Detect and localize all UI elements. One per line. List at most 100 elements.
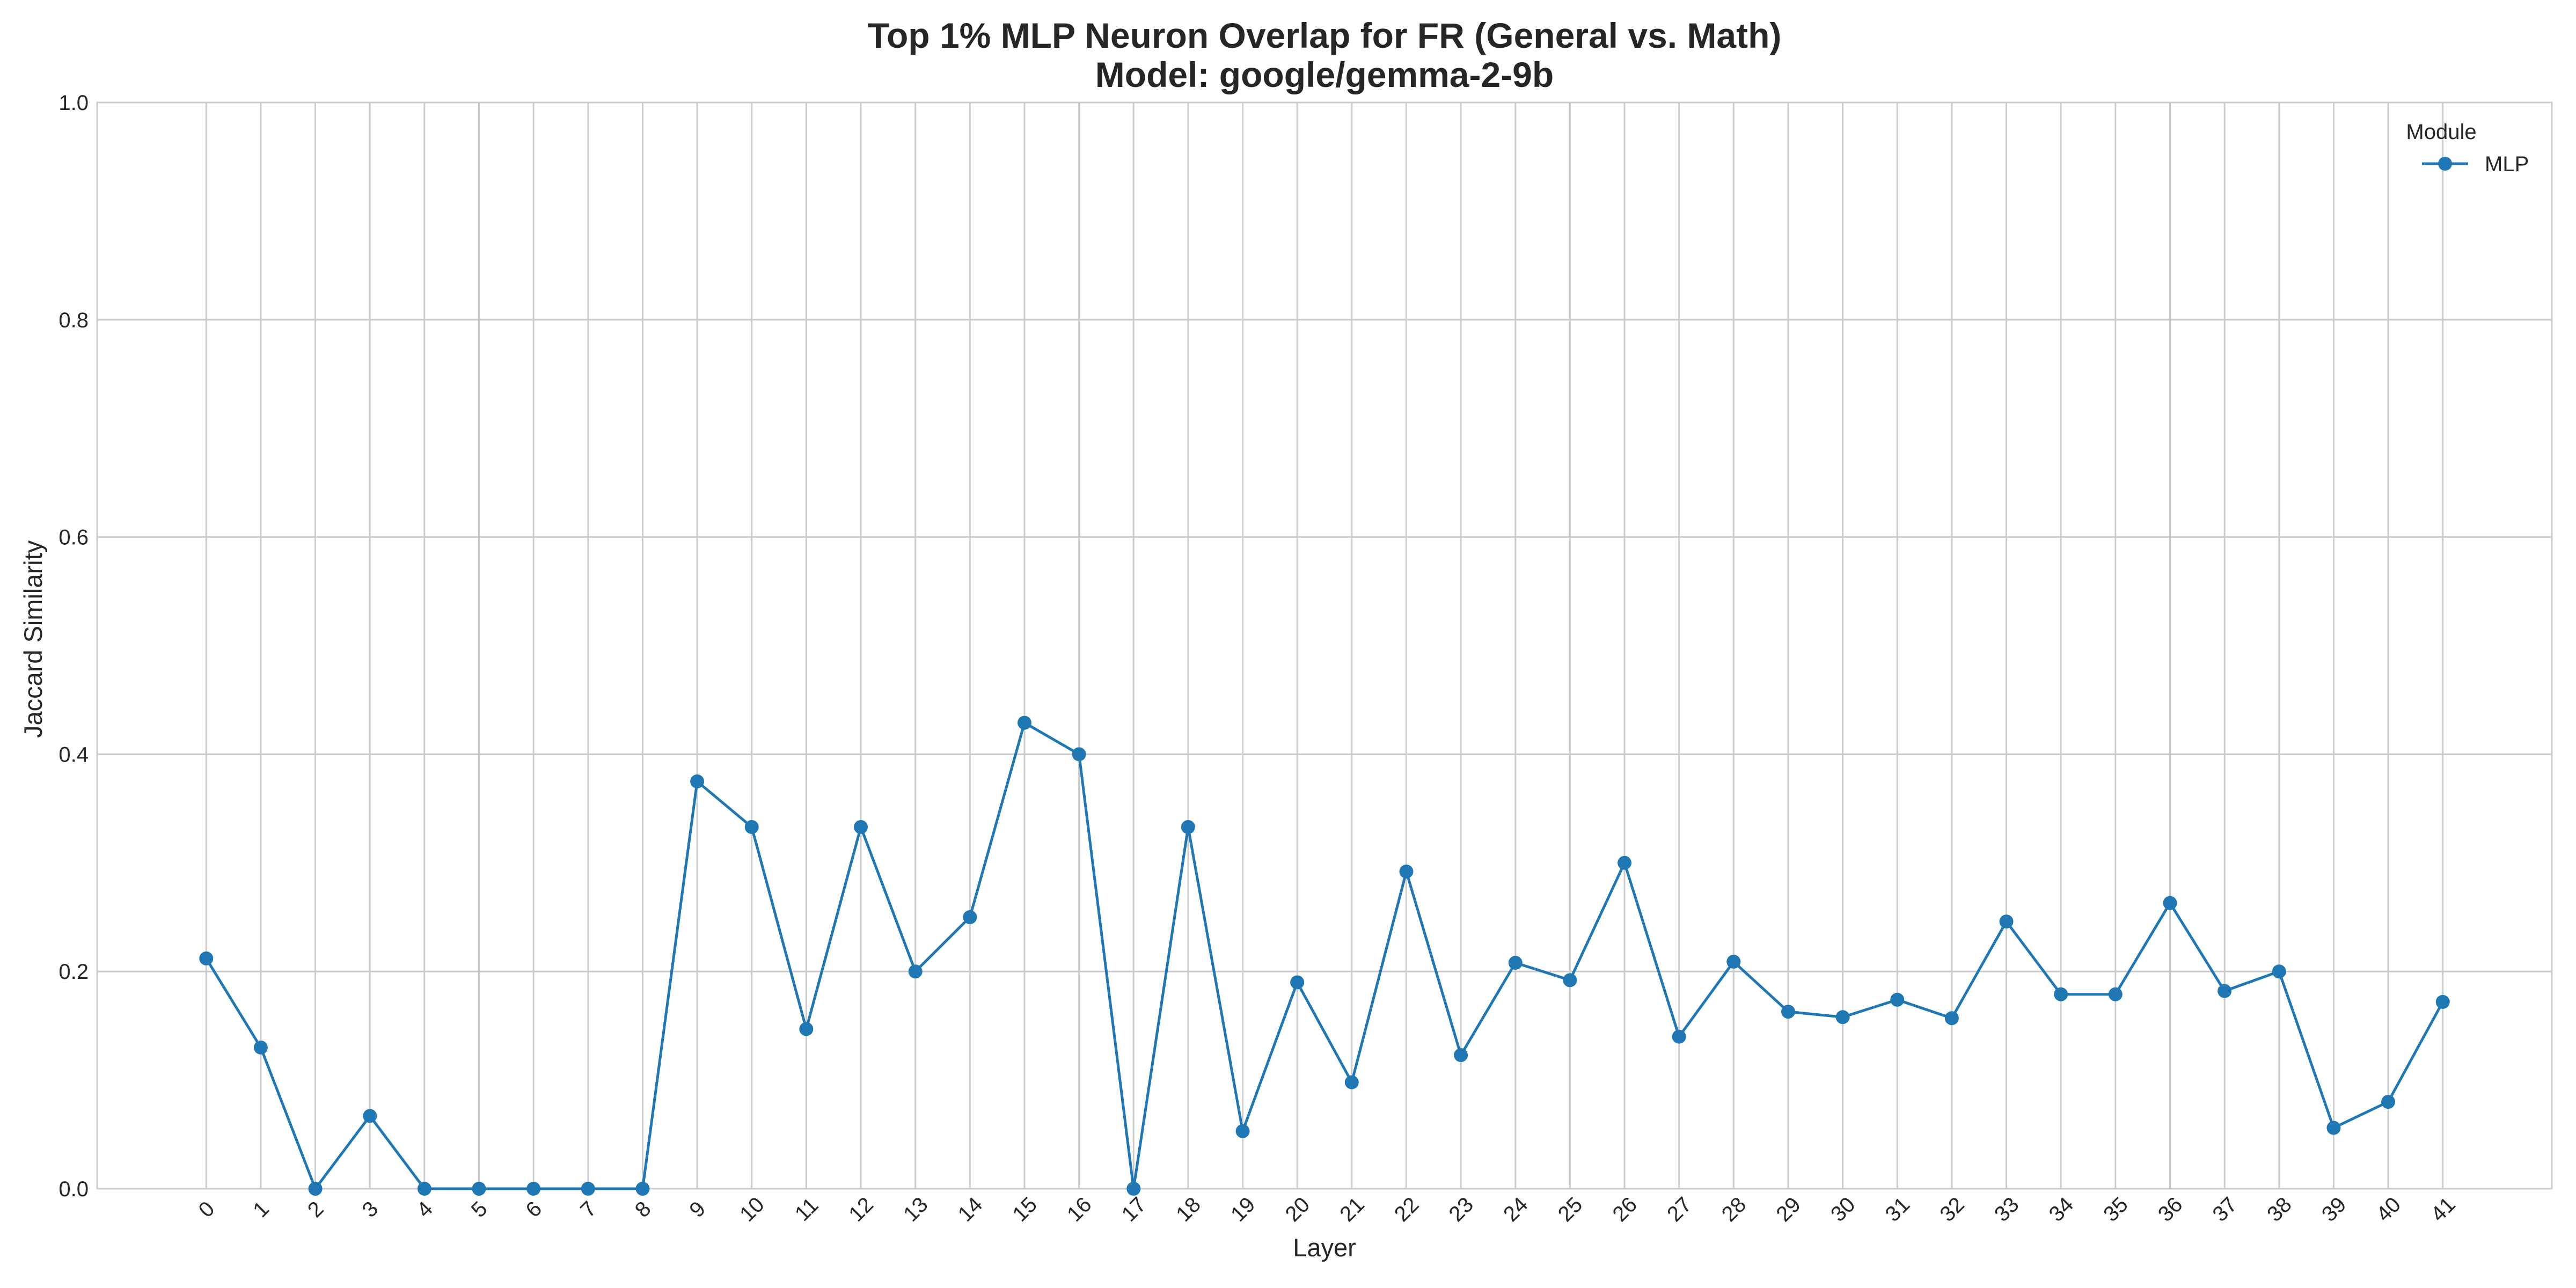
x-tick-label: 10 <box>735 1192 769 1226</box>
x-tick-label: 24 <box>1499 1192 1533 1226</box>
x-tick-label: 35 <box>2099 1192 2133 1226</box>
data-point <box>253 1040 268 1055</box>
data-point <box>472 1182 486 1196</box>
grid <box>97 101 2552 1190</box>
data-point <box>2326 1121 2341 1135</box>
x-tick-label: 13 <box>899 1192 933 1226</box>
x-axis-label: Layer <box>1293 1233 1356 1262</box>
x-tick-label: 19 <box>1226 1192 1260 1226</box>
x-tick-label: 11 <box>791 1193 823 1225</box>
legend-title: Module <box>2406 120 2476 144</box>
data-point <box>1890 992 1905 1007</box>
x-tick-label: 0 <box>194 1197 219 1222</box>
plot-area <box>96 101 2553 1190</box>
data-point <box>1835 1010 1850 1024</box>
series-mlp <box>199 715 2450 1196</box>
x-tick-label: 17 <box>1117 1192 1151 1226</box>
x-tick-label: 37 <box>2208 1192 2242 1226</box>
data-point <box>1944 1011 1959 1026</box>
x-tick-label: 14 <box>954 1192 987 1226</box>
x-axis: 0 1 2 3 4 5 6 7 8 9 10 11 12 13 14 15 16 17 18 19 20 21 22 23 24… <box>194 1192 2460 1226</box>
series-line <box>205 721 2444 1190</box>
y-tick-label: 0.4 <box>58 743 89 766</box>
data-point <box>1563 973 1577 987</box>
data-point <box>308 1182 323 1196</box>
data-point <box>1344 1075 1359 1089</box>
x-tick-label: 39 <box>2317 1192 2351 1226</box>
y-tick-label: 0.0 <box>58 1177 89 1201</box>
data-point <box>635 1182 650 1196</box>
x-tick-label: 12 <box>844 1192 878 1226</box>
x-tick-label: 27 <box>1663 1192 1696 1226</box>
data-point <box>2163 896 2177 910</box>
legend: Module MLP <box>2406 120 2529 176</box>
x-tick-label: 18 <box>1172 1192 1205 1226</box>
x-tick-label: 7 <box>576 1197 601 1222</box>
data-point <box>2218 984 2232 998</box>
data-point <box>690 774 705 788</box>
y-tick-label: 1.0 <box>58 91 89 115</box>
data-point <box>1454 1048 1468 1063</box>
data-point <box>1181 820 1195 835</box>
x-tick-label: 22 <box>1390 1192 1424 1226</box>
data-point <box>526 1182 541 1196</box>
data-point <box>854 820 868 835</box>
x-tick-label: 41 <box>2426 1192 2460 1226</box>
data-point <box>2054 987 2068 1001</box>
x-tick-label: 25 <box>1554 1192 1587 1226</box>
x-tick-label: 40 <box>2372 1192 2405 1226</box>
x-tick-label: 16 <box>1063 1192 1096 1226</box>
data-point <box>2108 987 2123 1001</box>
x-tick-label: 34 <box>2045 1192 2079 1226</box>
x-tick-label: 30 <box>1826 1192 1860 1226</box>
data-point <box>363 1109 377 1123</box>
x-tick-label: 28 <box>1717 1192 1751 1226</box>
data-point <box>1672 1029 1686 1044</box>
x-tick-label: 15 <box>1008 1192 1042 1226</box>
x-tick-label: 6 <box>521 1197 546 1222</box>
x-tick-label: 36 <box>2154 1192 2187 1226</box>
y-axis: 0.0 0.2 0.4 0.6 0.8 1.0 <box>58 91 89 1201</box>
data-point <box>1290 975 1305 990</box>
chart-title-line2: Model: google/gemma-2-9b <box>1095 55 1554 94</box>
x-tick-label: 26 <box>1608 1192 1642 1226</box>
x-tick-label: 9 <box>685 1197 710 1222</box>
data-point <box>1508 956 1523 970</box>
x-tick-label: 23 <box>1445 1192 1479 1226</box>
x-tick-label: 31 <box>1881 1192 1915 1226</box>
legend-label-mlp: MLP <box>2485 152 2529 176</box>
data-point <box>1235 1124 1250 1138</box>
data-point <box>581 1182 595 1196</box>
y-axis-label: Jaccard Similarity <box>19 540 47 738</box>
x-tick-label: 3 <box>358 1197 383 1222</box>
x-tick-label: 21 <box>1335 1192 1369 1226</box>
data-point <box>417 1182 431 1196</box>
y-tick-label: 0.8 <box>58 309 89 332</box>
x-tick-label: 38 <box>2263 1192 2296 1226</box>
data-point <box>908 964 923 979</box>
data-point <box>799 1022 814 1036</box>
x-tick-label: 20 <box>1281 1192 1315 1226</box>
x-tick-label: 4 <box>412 1197 437 1222</box>
data-point <box>1017 715 1031 730</box>
data-point <box>1781 1005 1795 1019</box>
y-tick-label: 0.6 <box>58 526 89 550</box>
data-point <box>2435 994 2450 1009</box>
y-tick-label: 0.2 <box>58 960 89 984</box>
data-point <box>1072 747 1086 762</box>
legend-marker-icon <box>2438 157 2452 171</box>
data-point <box>1999 914 2014 929</box>
x-tick-label: 32 <box>1935 1192 1969 1226</box>
x-tick-label: 5 <box>467 1197 492 1222</box>
x-tick-label: 1 <box>248 1197 274 1222</box>
data-point <box>1618 855 1632 870</box>
x-tick-label: 8 <box>631 1197 656 1222</box>
data-point <box>2381 1095 2396 1109</box>
x-tick-label: 29 <box>1772 1192 1805 1226</box>
data-point <box>2272 964 2286 979</box>
data-point <box>744 820 759 835</box>
data-point <box>1126 1182 1141 1196</box>
data-point <box>1399 864 1414 879</box>
data-point <box>199 951 214 965</box>
